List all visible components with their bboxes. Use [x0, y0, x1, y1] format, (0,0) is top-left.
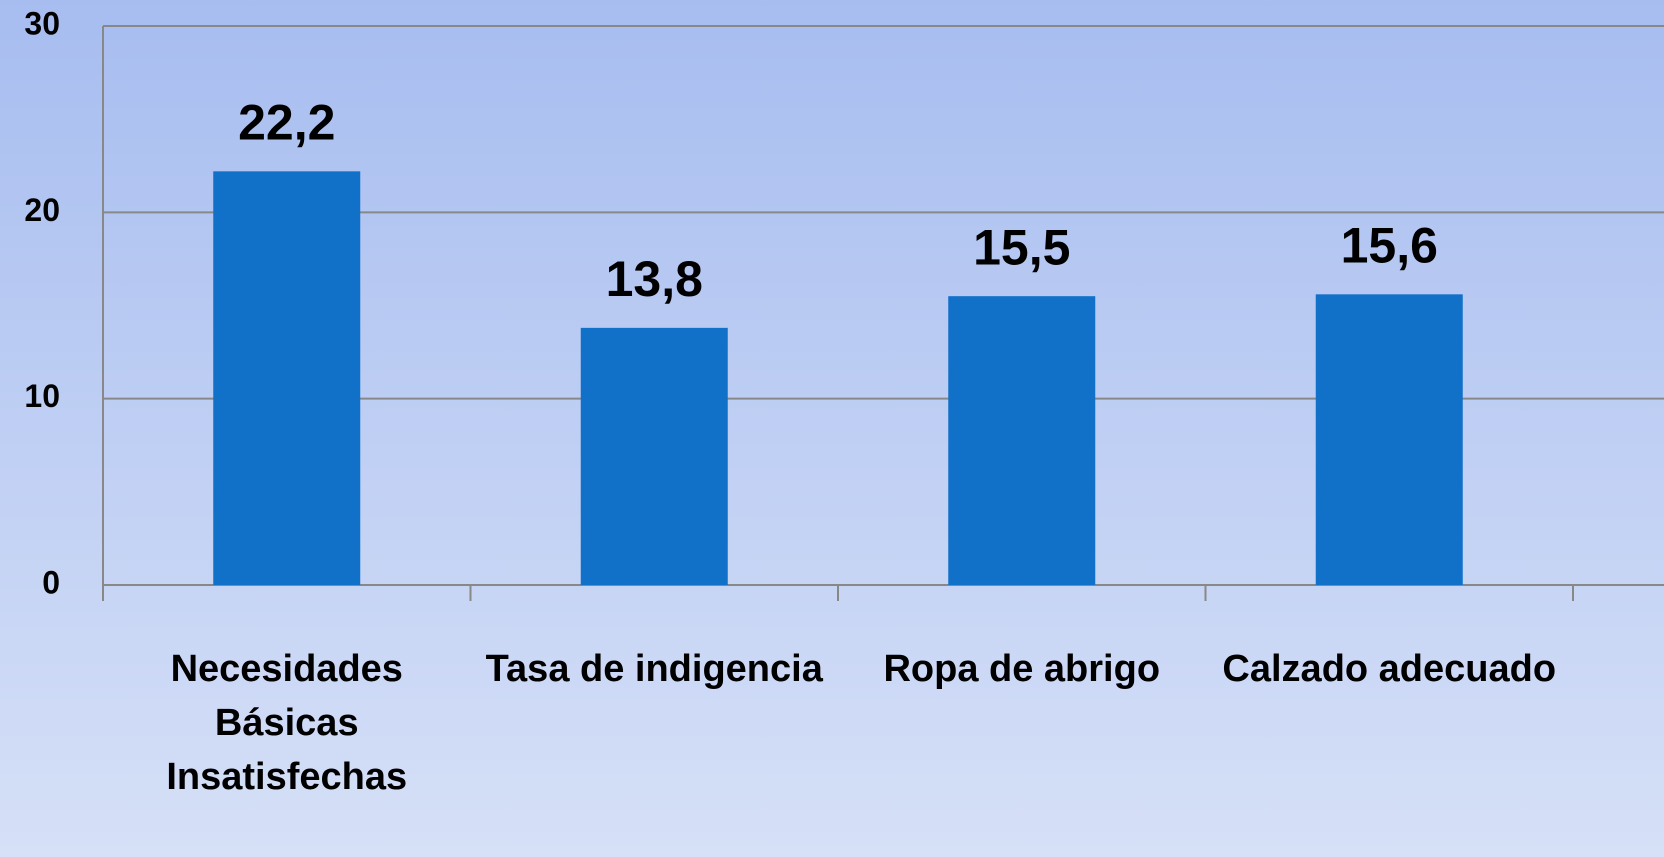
data-label: 22,2: [238, 95, 335, 151]
y-tick-label: 20: [24, 192, 60, 228]
y-tick-label: 10: [24, 378, 60, 414]
bar: [1315, 294, 1463, 585]
x-tick-label: Calzado adecuado: [1222, 648, 1557, 690]
x-tick-label: Ropa de abrigo: [883, 648, 1161, 690]
bar: [213, 171, 361, 585]
data-label: 15,6: [1341, 218, 1438, 274]
data-label: 13,8: [606, 251, 703, 307]
data-label: 15,5: [973, 219, 1070, 275]
bar: [948, 296, 1096, 585]
bar: [580, 327, 728, 585]
x-tick-label: Necesidades Básicas Insatisfechas: [166, 648, 408, 798]
y-tick-label: 0: [42, 564, 60, 600]
x-tick-label: Tasa de indigencia: [485, 648, 823, 690]
y-tick-label: 30: [24, 5, 60, 41]
